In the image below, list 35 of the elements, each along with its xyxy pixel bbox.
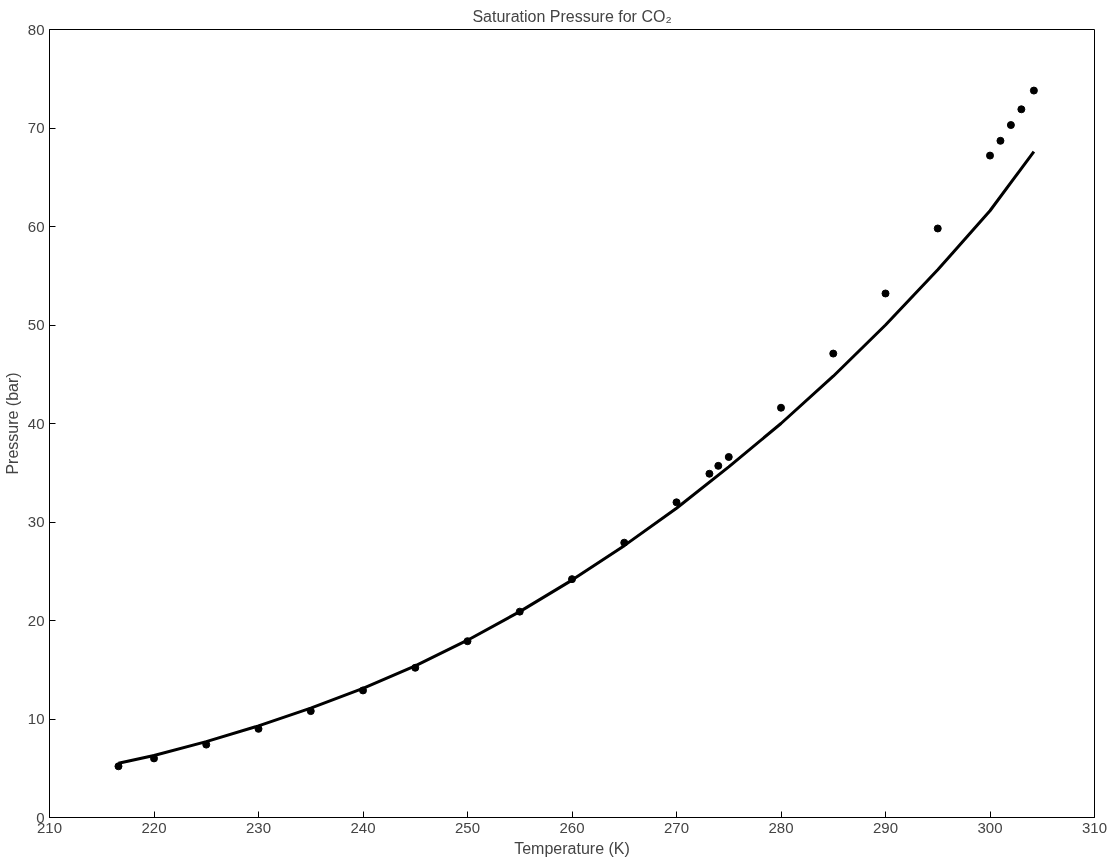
- y-axis-title: Pressure (bar): [3, 372, 21, 475]
- point: [1006, 121, 1015, 130]
- point: [672, 498, 681, 507]
- x-tick-label: 310: [1081, 818, 1108, 836]
- point: [829, 349, 838, 358]
- x-tick-label: 290: [872, 818, 899, 836]
- y-tick-label: 20: [27, 611, 45, 629]
- x-tick-label: 240: [350, 818, 376, 836]
- point: [114, 762, 123, 771]
- y-tick-label: 10: [27, 710, 45, 727]
- y-tick-label: 80: [27, 20, 45, 38]
- x-tick-label: 250: [454, 818, 481, 836]
- y-tick-label: 30: [27, 513, 45, 530]
- x-axis-title: Temperature (K): [514, 839, 630, 857]
- y-tick-label: 40: [27, 414, 45, 432]
- point: [1029, 86, 1038, 95]
- y-tick-label: 70: [27, 119, 45, 136]
- point: [1017, 105, 1026, 114]
- point: [996, 136, 1005, 145]
- x-tick-label: 230: [245, 818, 272, 836]
- point: [777, 403, 785, 412]
- chart-title: Saturation Pressure for CO₂: [472, 7, 672, 25]
- x-tick-label: 300: [977, 818, 1003, 836]
- x-tick-label: 260: [559, 818, 585, 836]
- x-tick-label: 220: [141, 818, 167, 836]
- point: [714, 461, 723, 470]
- point: [705, 469, 714, 478]
- y-tick-label: 60: [27, 217, 45, 235]
- point: [986, 151, 994, 160]
- y-tick-label: 50: [27, 316, 45, 333]
- point: [881, 289, 890, 298]
- x-tick-label: 270: [663, 818, 690, 836]
- point: [933, 224, 942, 233]
- point: [724, 453, 733, 461]
- x-tick-label: 280: [768, 818, 794, 836]
